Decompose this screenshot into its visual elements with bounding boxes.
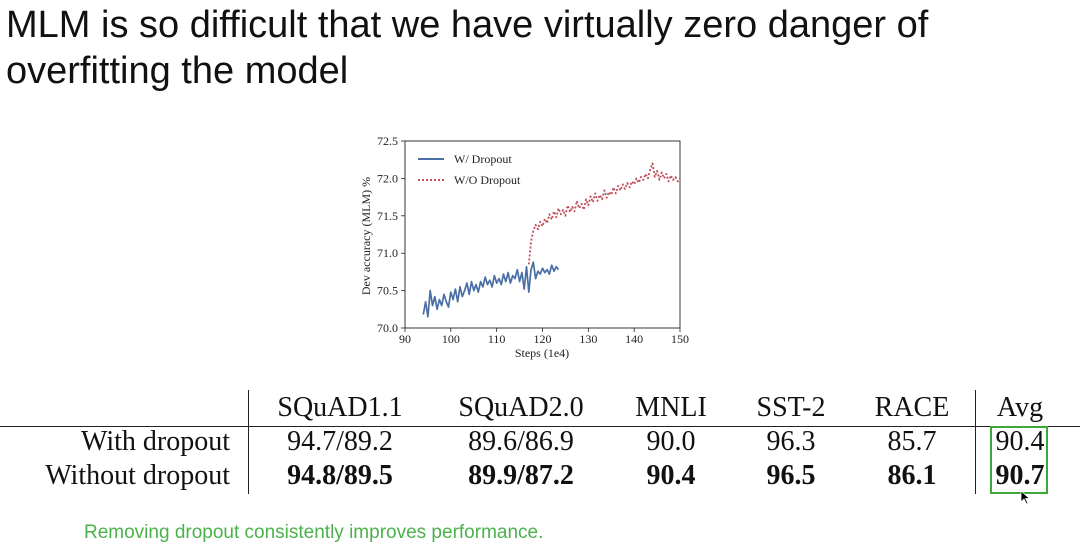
row-label-with-dropout: With dropout (81, 426, 230, 457)
cell-without-squad20: 89.9/87.2 (468, 460, 574, 491)
series-line-with-dropout (422, 261, 560, 318)
x-tick-label: 150 (671, 332, 689, 346)
cell-with-squad20: 89.6/86.9 (468, 426, 574, 457)
header-squad20: SQuAD2.0 (458, 392, 584, 423)
mouse-pointer-icon (1020, 490, 1031, 505)
cell-without-avg: 90.7 (995, 460, 1045, 491)
row-label-without-dropout: Without dropout (45, 460, 230, 491)
x-tick-label: 90 (399, 332, 411, 346)
header-race: RACE (874, 392, 950, 423)
cell-with-avg: 90.4 (995, 426, 1045, 457)
cell-without-mnli: 90.4 (646, 460, 696, 491)
avg-column-divider (975, 390, 976, 494)
cell-without-sst2: 96.5 (766, 460, 816, 491)
table-row-with-dropout: With dropout 94.7/89.2 89.6/86.9 90.0 96… (0, 426, 1080, 462)
y-axis-label: Dev accuracy (MLM) % (359, 177, 373, 295)
y-tick-label: 71.0 (377, 246, 398, 260)
series-layer (422, 162, 681, 318)
header-squad11: SQuAD1.1 (277, 392, 403, 423)
cell-with-race: 85.7 (887, 426, 937, 457)
header-avg: Avg (996, 392, 1044, 423)
y-tick-label: 70.0 (377, 321, 398, 335)
x-tick-label: 110 (488, 332, 506, 346)
legend: W/ Dropout W/O Dropout (418, 152, 521, 187)
x-tick-label: 140 (625, 332, 643, 346)
y-tick-label: 72.0 (377, 171, 398, 185)
legend-label-with-dropout: W/ Dropout (454, 152, 512, 166)
avg-highlight-box (990, 426, 1048, 494)
y-tick-label: 72.5 (377, 134, 398, 148)
header-mnli: MNLI (635, 392, 707, 423)
cell-with-squad11: 94.7/89.2 (287, 426, 393, 457)
x-tick-label: 100 (442, 332, 460, 346)
cell-with-sst2: 96.3 (766, 426, 816, 457)
header-sst2: SST-2 (756, 392, 826, 423)
dev-accuracy-chart: 70.0 70.5 71.0 71.5 72.0 72.5 90 100 110 120 130 1… (359, 134, 689, 360)
table-row-without-dropout: Without dropout 94.8/89.5 89.9/87.2 90.4… (0, 460, 1080, 496)
x-ticks: 90 100 110 120 130 140 150 (399, 328, 689, 346)
cell-without-squad11: 94.8/89.5 (287, 460, 393, 491)
series-line-without-dropout (527, 162, 681, 265)
y-tick-label: 71.5 (377, 209, 398, 223)
x-tick-label: 130 (579, 332, 597, 346)
y-ticks: 70.0 70.5 71.0 71.5 72.0 72.5 (377, 134, 405, 335)
slide-caption: Removing dropout consistently improves p… (84, 522, 544, 543)
x-axis-label: Steps (1e4) (515, 346, 569, 360)
header-rule (0, 426, 1080, 427)
cell-with-mnli: 90.0 (646, 426, 696, 457)
table-header-row: SQuAD1.1 SQuAD2.0 MNLI SST-2 RACE Avg (0, 392, 1080, 428)
y-tick-label: 70.5 (377, 284, 398, 298)
label-column-divider (248, 390, 249, 494)
slide-title: MLM is so difficult that we have virtual… (6, 4, 929, 92)
x-tick-label: 120 (534, 332, 552, 346)
cell-without-race: 86.1 (887, 460, 937, 491)
legend-label-without-dropout: W/O Dropout (454, 173, 521, 187)
